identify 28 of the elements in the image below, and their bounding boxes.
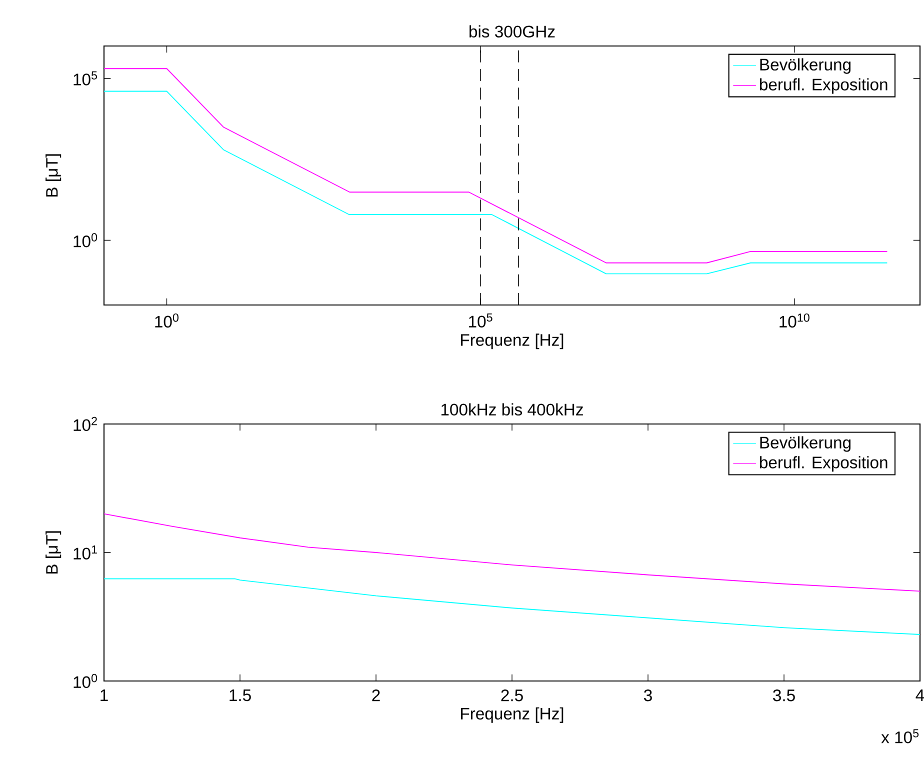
- x-tick-label: 3: [644, 690, 652, 702]
- x-axis-title: Frequenz [Hz]: [461, 707, 564, 723]
- legend-label: berufl. Exposition: [760, 456, 888, 472]
- y-tick-label: 10$^{1}$: [74, 545, 97, 560]
- line-series: [104, 513, 920, 592]
- legend-label: Bevölkerung: [760, 58, 850, 74]
- y-tick-label: 10$^{0}$: [74, 233, 98, 248]
- x-tick-label: 1: [100, 689, 108, 701]
- text: x 10$^{5}$: [881, 729, 919, 744]
- x-tick-label: 3.5: [773, 690, 795, 702]
- x-tick-label: 2: [372, 690, 380, 702]
- line-series: [104, 578, 920, 635]
- x-tick-label: 1.5: [230, 689, 251, 702]
- y-tick-label: 10$^{2}$: [74, 416, 97, 432]
- chart-title: bis 300GHz: [470, 25, 555, 38]
- legend-label: berufl. Exposition: [760, 78, 888, 94]
- x-tick-label: 10$^{0}$: [155, 313, 179, 328]
- x-tick-label: 10$^{10}$: [780, 313, 810, 328]
- y-tick-label: 10$^{0}$: [74, 674, 98, 688]
- x-tick-label: 10$^{5}$: [469, 313, 492, 328]
- legend-label: Bevölkerung: [760, 436, 850, 452]
- x-tick-label: 2.5: [501, 690, 523, 702]
- y-tick-label: 10$^{5}$: [74, 71, 98, 86]
- x-axis-title: Frequenz [Hz]: [461, 334, 564, 350]
- chart-title: 100kHz bis 400kHz: [441, 403, 583, 416]
- x-tick-label: 4: [916, 689, 924, 701]
- y-axis-title: B [μT]: [46, 154, 62, 197]
- y-axis-title: B [μT]: [46, 531, 62, 574]
